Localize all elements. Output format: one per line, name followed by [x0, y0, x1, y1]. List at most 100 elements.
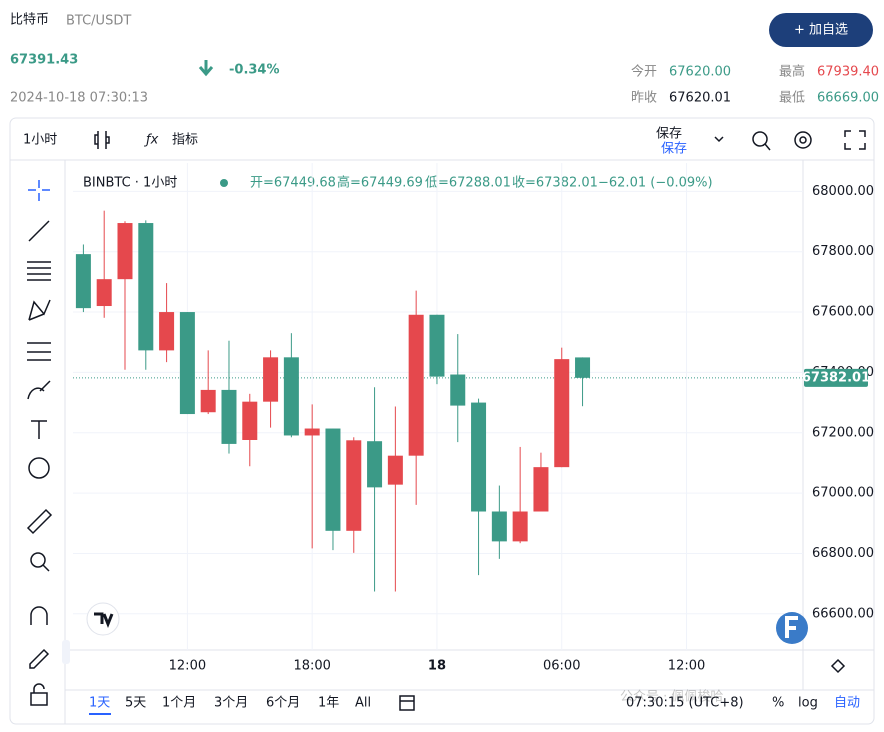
save[interactable]: 保存	[656, 127, 682, 142]
candle-body	[471, 402, 487, 512]
stat-value: 67620.00	[669, 65, 731, 80]
range-button[interactable]: 1个月	[162, 696, 196, 711]
x-tick-label: 06:00	[543, 659, 580, 674]
candle-body	[117, 223, 133, 280]
timestamp: 2024-10-18 07:30:13	[10, 91, 148, 106]
range-button[interactable]: All	[355, 696, 371, 711]
tool-icon[interactable]	[30, 606, 48, 625]
f-logo	[785, 616, 798, 638]
plot	[73, 163, 803, 650]
save-sub[interactable]: 保存	[661, 142, 687, 157]
candle-body	[242, 401, 258, 440]
candle-body	[429, 314, 445, 377]
candle-body	[221, 389, 237, 444]
legend-dot	[220, 179, 228, 187]
candle-body	[575, 357, 591, 378]
log-toggle[interactable]: log	[798, 696, 818, 711]
pair: BTC/USDT	[66, 14, 131, 29]
watch-button[interactable]	[769, 13, 873, 47]
chart-card	[9, 117, 875, 725]
legend-symbol: BINBTC · 1小时	[83, 176, 177, 191]
axis-settings[interactable]	[830, 658, 846, 674]
tool-icon[interactable]	[27, 380, 51, 400]
tool-icon[interactable]	[42, 564, 50, 572]
tool-icon[interactable]	[30, 692, 48, 706]
stat-value: 66669.00	[817, 91, 879, 106]
candle-body	[408, 314, 424, 456]
y-tick-label: 67000.00	[812, 486, 874, 501]
clock: 07:30:15 (UTC+8)	[626, 696, 744, 711]
legend-close: 收=67382.01	[512, 176, 598, 191]
alert-icon[interactable]	[764, 143, 771, 151]
candle-body	[450, 374, 466, 406]
date-range-icon[interactable]	[399, 695, 415, 711]
interval[interactable]: 1小时	[23, 133, 57, 148]
percent-toggle[interactable]: %	[772, 696, 784, 711]
candle-body	[554, 359, 570, 468]
range-button[interactable]: 5天	[125, 696, 146, 711]
candle-body	[367, 441, 383, 488]
settings-icon[interactable]	[794, 131, 812, 149]
fx-icon[interactable]: ƒx	[143, 133, 159, 148]
tool-icon[interactable]	[28, 220, 50, 242]
last-price-badge	[804, 368, 868, 387]
settings-icon[interactable]	[799, 136, 807, 144]
range-button[interactable]: 1年	[318, 696, 339, 711]
candle-body	[533, 467, 549, 512]
tool-icon[interactable]	[31, 420, 47, 439]
tool-icon[interactable]	[28, 180, 50, 201]
candle-body	[304, 428, 320, 436]
candle-icon[interactable]	[94, 131, 110, 149]
stat-value: 67939.40	[817, 65, 879, 80]
collapse-tab[interactable]	[62, 640, 70, 664]
y-tick-label: 67800.00	[812, 244, 874, 259]
candle-body	[346, 440, 362, 531]
tool-icon[interactable]	[27, 342, 51, 361]
tool-icon[interactable]	[28, 299, 51, 321]
stat-label: 昨收	[631, 91, 657, 106]
indicators[interactable]: 指标	[172, 133, 198, 148]
tool-icon[interactable]	[26, 508, 53, 535]
x-tick-label: 12:00	[668, 659, 705, 674]
candle-body	[512, 511, 528, 542]
candle-body	[138, 223, 154, 351]
candle-body	[96, 279, 112, 307]
coin-name: 比特币	[10, 13, 49, 28]
y-tick-label: 67200.00	[812, 425, 874, 440]
tool-icon[interactable]	[33, 683, 45, 693]
range-button[interactable]: 1天	[89, 696, 110, 711]
legend-high: 高=67449.69	[337, 175, 423, 191]
auto-toggle[interactable]: 自动	[834, 696, 860, 711]
save-menu[interactable]	[714, 136, 724, 143]
range-button[interactable]: 3个月	[214, 696, 248, 711]
x-tick-label: 12:00	[169, 659, 206, 674]
legend-change: −62.01 (−0.09%)	[598, 176, 713, 191]
drawing-tools	[26, 180, 53, 706]
y-tick-label: 66600.00	[812, 606, 874, 621]
stat-label: 最高	[779, 64, 805, 80]
tool-icon[interactable]	[28, 457, 50, 479]
alert-icon[interactable]	[752, 131, 768, 147]
fullscreen-icon[interactable]	[844, 130, 866, 150]
candle-body	[179, 312, 195, 415]
candle-body	[491, 511, 507, 542]
legend-low: 低=67288.01	[425, 176, 511, 191]
y-tick-label: 67600.00	[812, 305, 874, 320]
tool-icon[interactable]	[30, 552, 46, 568]
candle-body	[387, 455, 403, 485]
stat-label: 今开	[631, 64, 657, 80]
stat-value: 67620.01	[669, 91, 731, 106]
candle-body	[75, 254, 91, 309]
y-tick-label: 66800.00	[812, 546, 874, 561]
candle-body	[263, 357, 279, 402]
legend-open: 开=67449.68	[250, 176, 336, 191]
range-button[interactable]: 6个月	[266, 696, 300, 711]
tool-icon[interactable]	[29, 648, 50, 669]
watch-button-label[interactable]: + 加自选	[794, 23, 848, 38]
change: -0.34%	[229, 63, 280, 78]
tool-icon[interactable]	[27, 261, 51, 281]
down-arrow	[198, 60, 214, 77]
tv-logo	[94, 612, 114, 629]
